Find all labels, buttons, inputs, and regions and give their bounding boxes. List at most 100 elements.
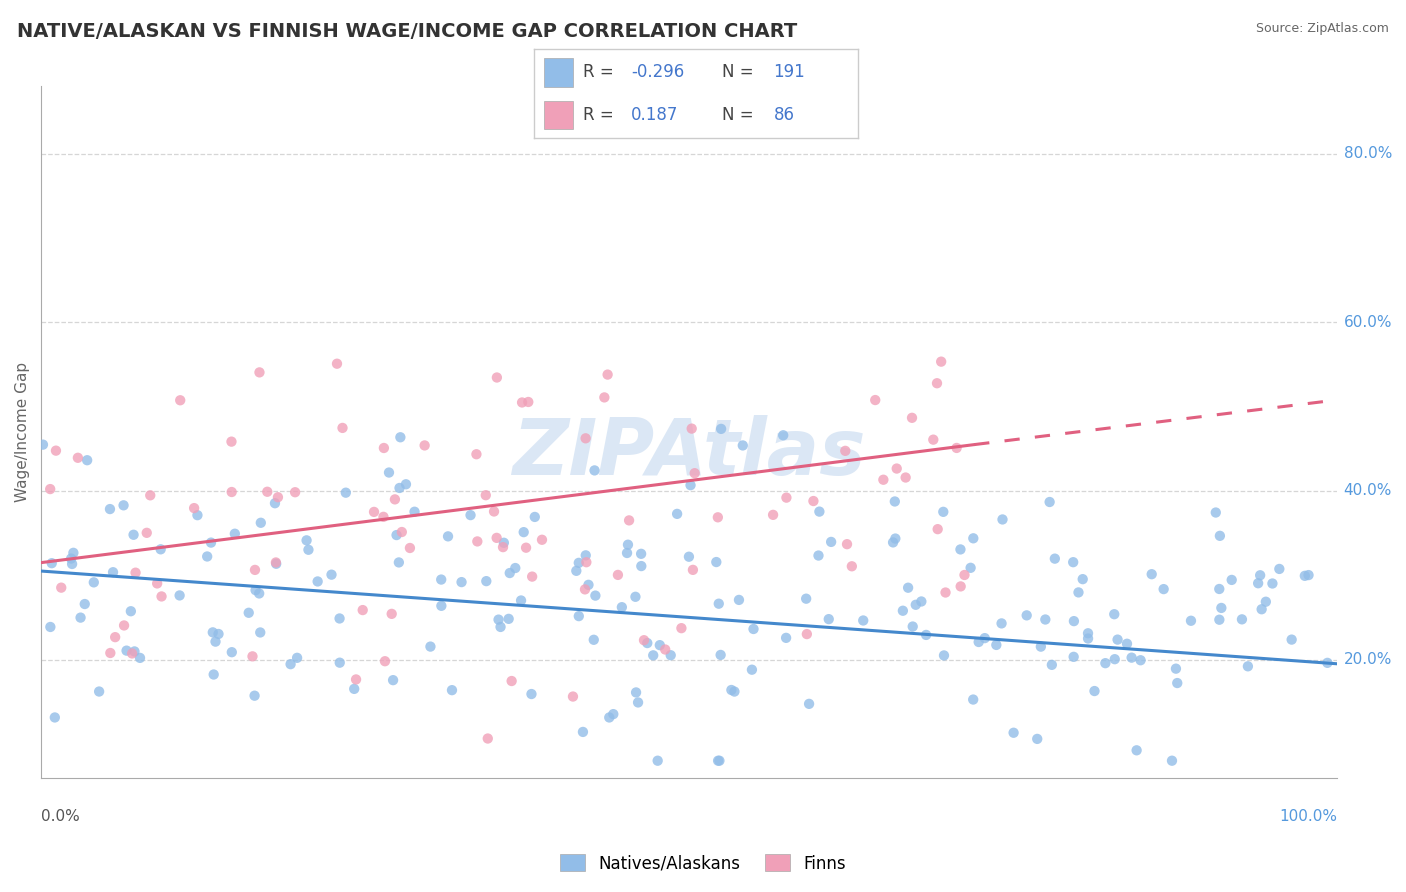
Point bbox=[1230, 612, 1253, 626]
Text: ZIPAtlas: ZIPAtlas bbox=[512, 415, 866, 491]
Point bbox=[883, 494, 905, 508]
Point bbox=[523, 510, 546, 524]
Point bbox=[104, 630, 127, 644]
Point bbox=[1094, 656, 1116, 670]
Point bbox=[329, 611, 352, 625]
Point bbox=[606, 568, 628, 582]
Text: R =: R = bbox=[582, 106, 619, 124]
Point bbox=[704, 555, 727, 569]
Point bbox=[967, 635, 990, 649]
Point bbox=[204, 634, 226, 648]
Point bbox=[602, 707, 624, 722]
Point bbox=[973, 631, 995, 645]
Point bbox=[373, 509, 395, 524]
Point bbox=[520, 687, 543, 701]
Point bbox=[742, 622, 765, 636]
Point bbox=[808, 505, 831, 519]
Point bbox=[1281, 632, 1303, 647]
Point bbox=[388, 556, 411, 570]
Point bbox=[1237, 659, 1260, 673]
FancyBboxPatch shape bbox=[544, 58, 574, 87]
Point bbox=[98, 502, 121, 516]
Point bbox=[1164, 662, 1187, 676]
Point bbox=[200, 535, 222, 549]
Point bbox=[430, 573, 453, 587]
FancyBboxPatch shape bbox=[544, 101, 574, 129]
Point bbox=[388, 481, 411, 495]
Point bbox=[1063, 649, 1085, 664]
Point bbox=[624, 590, 647, 604]
Point bbox=[135, 525, 157, 540]
Point bbox=[897, 581, 920, 595]
Point bbox=[224, 526, 246, 541]
Point bbox=[363, 505, 385, 519]
Text: 86: 86 bbox=[773, 106, 794, 124]
Point bbox=[884, 532, 907, 546]
Point bbox=[647, 754, 669, 768]
Point bbox=[76, 453, 98, 467]
Point bbox=[949, 542, 972, 557]
Point bbox=[1077, 626, 1099, 640]
Point bbox=[683, 466, 706, 480]
Point bbox=[1071, 572, 1094, 586]
Point bbox=[720, 683, 742, 698]
Point bbox=[238, 606, 260, 620]
Point bbox=[515, 541, 537, 555]
Point bbox=[450, 575, 472, 590]
Point bbox=[501, 673, 523, 688]
Point bbox=[465, 447, 488, 461]
Point bbox=[41, 556, 63, 570]
Point bbox=[583, 463, 606, 477]
Point bbox=[654, 642, 676, 657]
Point bbox=[124, 566, 146, 580]
Point bbox=[922, 433, 945, 447]
Point bbox=[731, 438, 754, 452]
Point bbox=[1029, 640, 1052, 654]
Point bbox=[285, 650, 308, 665]
Point bbox=[841, 559, 863, 574]
Point bbox=[1208, 613, 1230, 627]
Point bbox=[1268, 562, 1291, 576]
Point bbox=[1067, 585, 1090, 599]
Point bbox=[389, 430, 412, 444]
Point bbox=[264, 496, 287, 510]
Point bbox=[962, 531, 984, 545]
Point bbox=[51, 581, 73, 595]
Point bbox=[574, 582, 596, 597]
Point bbox=[648, 638, 671, 652]
Point bbox=[891, 604, 914, 618]
Point bbox=[710, 422, 733, 436]
Point bbox=[124, 644, 146, 658]
Point bbox=[520, 569, 543, 583]
Point bbox=[326, 357, 349, 371]
Point bbox=[817, 612, 839, 626]
Point bbox=[582, 632, 605, 647]
Point bbox=[1077, 632, 1099, 646]
Point bbox=[284, 485, 307, 500]
Point bbox=[122, 528, 145, 542]
Point bbox=[945, 441, 967, 455]
Point bbox=[1129, 653, 1152, 667]
Point bbox=[1083, 684, 1105, 698]
Point bbox=[1026, 731, 1049, 746]
Point bbox=[904, 598, 927, 612]
Point bbox=[932, 505, 955, 519]
Point bbox=[335, 485, 357, 500]
Point bbox=[1140, 567, 1163, 582]
Point bbox=[139, 488, 162, 502]
Point bbox=[834, 443, 856, 458]
Point bbox=[499, 566, 522, 580]
Point bbox=[1121, 650, 1143, 665]
Point bbox=[1220, 573, 1243, 587]
Text: 191: 191 bbox=[773, 63, 806, 81]
Point bbox=[797, 697, 820, 711]
Point bbox=[852, 614, 875, 628]
Point bbox=[373, 441, 395, 455]
Point bbox=[707, 754, 730, 768]
Point bbox=[882, 535, 904, 549]
Text: 40.0%: 40.0% bbox=[1344, 483, 1392, 499]
Point bbox=[482, 504, 505, 518]
Text: N =: N = bbox=[721, 106, 759, 124]
Point bbox=[242, 649, 264, 664]
Point bbox=[60, 557, 83, 571]
